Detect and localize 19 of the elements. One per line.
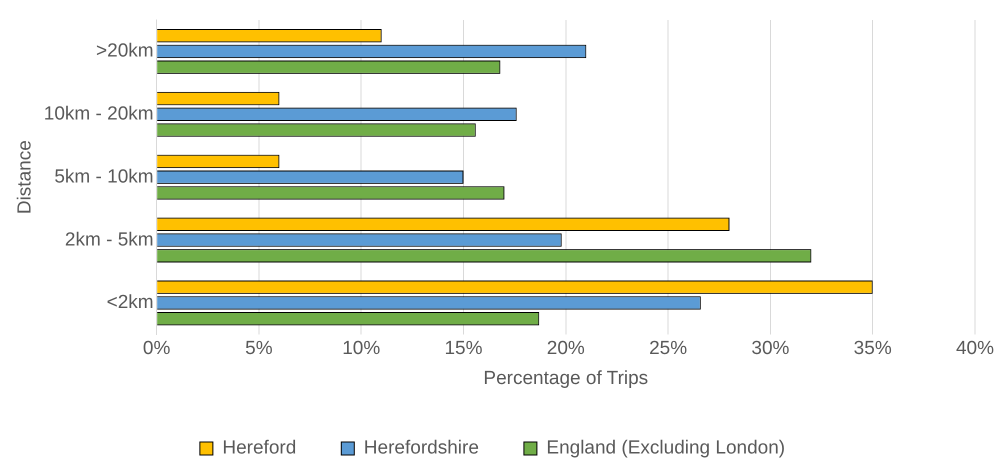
x-tick-label: 40% (956, 338, 994, 360)
x-tick-label: 35% (854, 338, 892, 360)
y-tick-label: <2km (106, 292, 154, 314)
x-axis-title: Percentage of Trips (483, 368, 648, 389)
y-tick-label: >20km (96, 40, 154, 62)
x-tick-label: 0% (142, 338, 170, 360)
x-tick-label: 10% (342, 338, 380, 360)
legend-label: England (Excluding London) (546, 438, 786, 459)
y-tick-label: 2km - 5km (64, 229, 154, 250)
x-tick-label: 5% (245, 338, 273, 360)
x-tick-label: 30% (751, 338, 790, 360)
x-tick-label: 20% (546, 338, 585, 360)
x-tick-label: 25% (649, 338, 688, 360)
x-tick-label: 15% (444, 338, 483, 360)
legend-label: Herefordshire (364, 438, 479, 459)
y-tick-label: 5km - 10km (54, 166, 154, 188)
y-axis-title: Distance (14, 140, 36, 214)
legend-label: Hereford (222, 438, 296, 459)
y-tick-label: 10km - 20km (44, 104, 154, 125)
